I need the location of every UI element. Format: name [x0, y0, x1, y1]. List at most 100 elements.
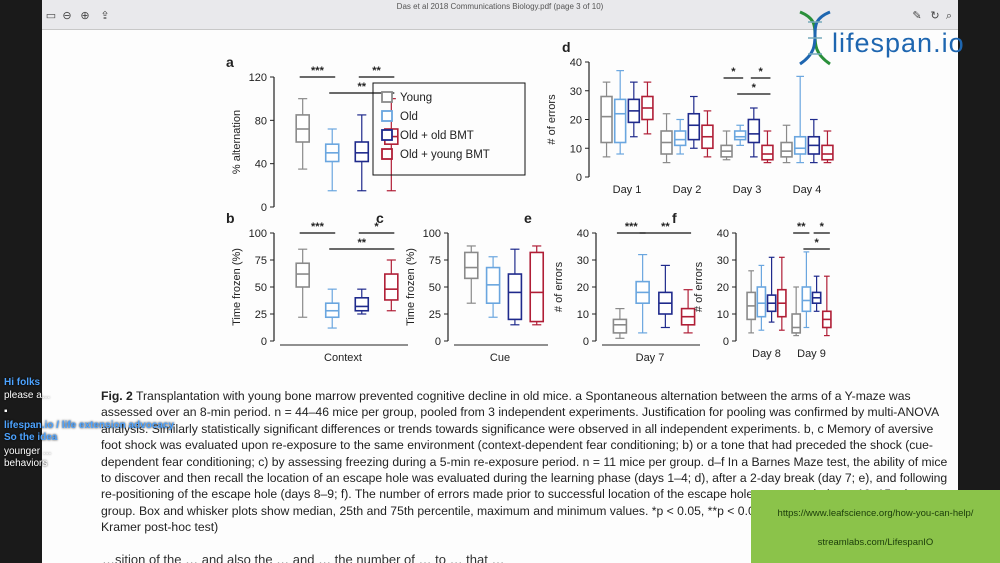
box-body [354, 296, 370, 312]
box-body [801, 286, 812, 313]
y-axis-label: # of errors [553, 261, 565, 312]
legend-swatch [381, 91, 393, 103]
leafscience-link[interactable]: https://www.leafscience.org/how-you-can-… [777, 508, 974, 519]
markup-icon[interactable]: ✎ [912, 10, 922, 22]
donation-panel: https://www.leafscience.org/how-you-can-… [751, 490, 1000, 563]
box-body [791, 313, 802, 334]
panel-letter: a [226, 54, 234, 70]
box-body [733, 130, 747, 141]
y-tick-label: 75 [255, 255, 267, 267]
box-body [384, 273, 399, 301]
y-tick-label: 20 [570, 115, 582, 127]
box-3 [680, 289, 696, 334]
dna-helix-icon [799, 10, 831, 66]
box-body [529, 251, 545, 323]
y-tick-label: 25 [429, 309, 441, 321]
box-1 [673, 118, 687, 155]
significance-label: * [731, 66, 736, 78]
significance-label: * [374, 221, 379, 233]
y-tick-label: 40 [570, 57, 582, 69]
x-axis-label: Context [324, 352, 362, 364]
y-tick-label: 30 [717, 255, 729, 267]
caption-label: Fig. 2 [101, 389, 133, 403]
document-title: Das et al 2018 Communications Biology.pd… [396, 2, 604, 11]
box-1 [635, 254, 650, 334]
box-2 [687, 95, 701, 149]
y-tick-label: 40 [577, 228, 589, 240]
box-2 [507, 248, 523, 326]
box-0 [746, 270, 757, 334]
y-tick-label: 0 [435, 336, 441, 348]
box-3 [701, 110, 714, 158]
box-0 [660, 113, 673, 164]
chat-icon-row: ▪ [4, 406, 8, 417]
search-icon[interactable]: ⌕ [945, 10, 953, 22]
chat-user: Hi folks [4, 377, 41, 388]
significance-label: * [820, 221, 825, 233]
rotate-icon[interactable]: ↻ [930, 10, 940, 22]
x-tick-label: Day 3 [733, 184, 762, 196]
logo-text: lifespan.io [832, 28, 965, 58]
share-icon[interactable]: ⇪ [100, 10, 110, 22]
legend-swatch [381, 129, 393, 141]
box-3 [384, 259, 399, 312]
significance-label: ** [661, 221, 670, 233]
legend-swatch [381, 148, 393, 160]
panel-letter: e [524, 210, 532, 226]
caption-text: Transplantation with young bone marrow p… [101, 389, 948, 535]
box-body [780, 141, 793, 158]
box-3 [761, 130, 774, 164]
figure-caption: Fig. 2 Transplantation with young bone m… [101, 388, 956, 536]
x-axis-label: Cue [490, 352, 510, 364]
y-tick-label: 10 [577, 309, 589, 321]
box-0 [791, 286, 802, 337]
box-body [354, 141, 370, 163]
box-body [295, 262, 310, 288]
zoom-in-icon[interactable]: ⊕ [80, 10, 90, 22]
y-axis-label: Time frozen (%) [231, 248, 243, 326]
box-body [673, 130, 687, 147]
zoom-out-icon[interactable]: ⊖ [62, 10, 72, 22]
y-axis-label: # of errors [546, 94, 558, 145]
y-tick-label: 0 [583, 336, 589, 348]
box-1 [756, 264, 767, 331]
box-2 [354, 114, 370, 192]
box-2 [766, 256, 777, 323]
y-tick-label: 120 [249, 72, 267, 84]
y-tick-label: 50 [429, 282, 441, 294]
box-1 [801, 251, 812, 329]
chat-message: behaviors [4, 458, 48, 469]
y-tick-label: 20 [577, 282, 589, 294]
y-tick-label: 80 [255, 115, 267, 127]
chat-message: please a... [4, 390, 51, 401]
box-2 [354, 288, 370, 315]
box-2 [658, 264, 673, 329]
streamlabs-link[interactable]: streamlabs.com/LifespanIO [817, 537, 934, 548]
next-paragraph-partial: …sition of the … and also the … and … th… [102, 552, 505, 563]
x-axis-label: Day 7 [636, 352, 665, 364]
box-0 [295, 98, 310, 170]
significance-label: ** [357, 81, 366, 93]
box-0 [720, 130, 733, 161]
box-body [687, 112, 701, 141]
x-tick-label: Day 9 [797, 348, 826, 360]
significance-label: ** [797, 221, 806, 233]
legend-label: Old [400, 111, 418, 123]
legend: Young Old Old + old BMT Old + young BMT [372, 82, 526, 176]
y-tick-label: 25 [255, 309, 267, 321]
box-body [821, 144, 834, 161]
sidebar-icon[interactable]: ▭ [45, 10, 57, 22]
y-tick-label: 0 [576, 172, 582, 184]
box-1 [793, 75, 807, 164]
y-axis-label: Time frozen (%) [405, 248, 417, 326]
x-tick-label: Day 2 [673, 184, 702, 196]
significance-label: ** [357, 237, 366, 249]
significance-label: *** [311, 221, 325, 233]
box-3 [641, 81, 654, 135]
box-body [463, 251, 479, 280]
